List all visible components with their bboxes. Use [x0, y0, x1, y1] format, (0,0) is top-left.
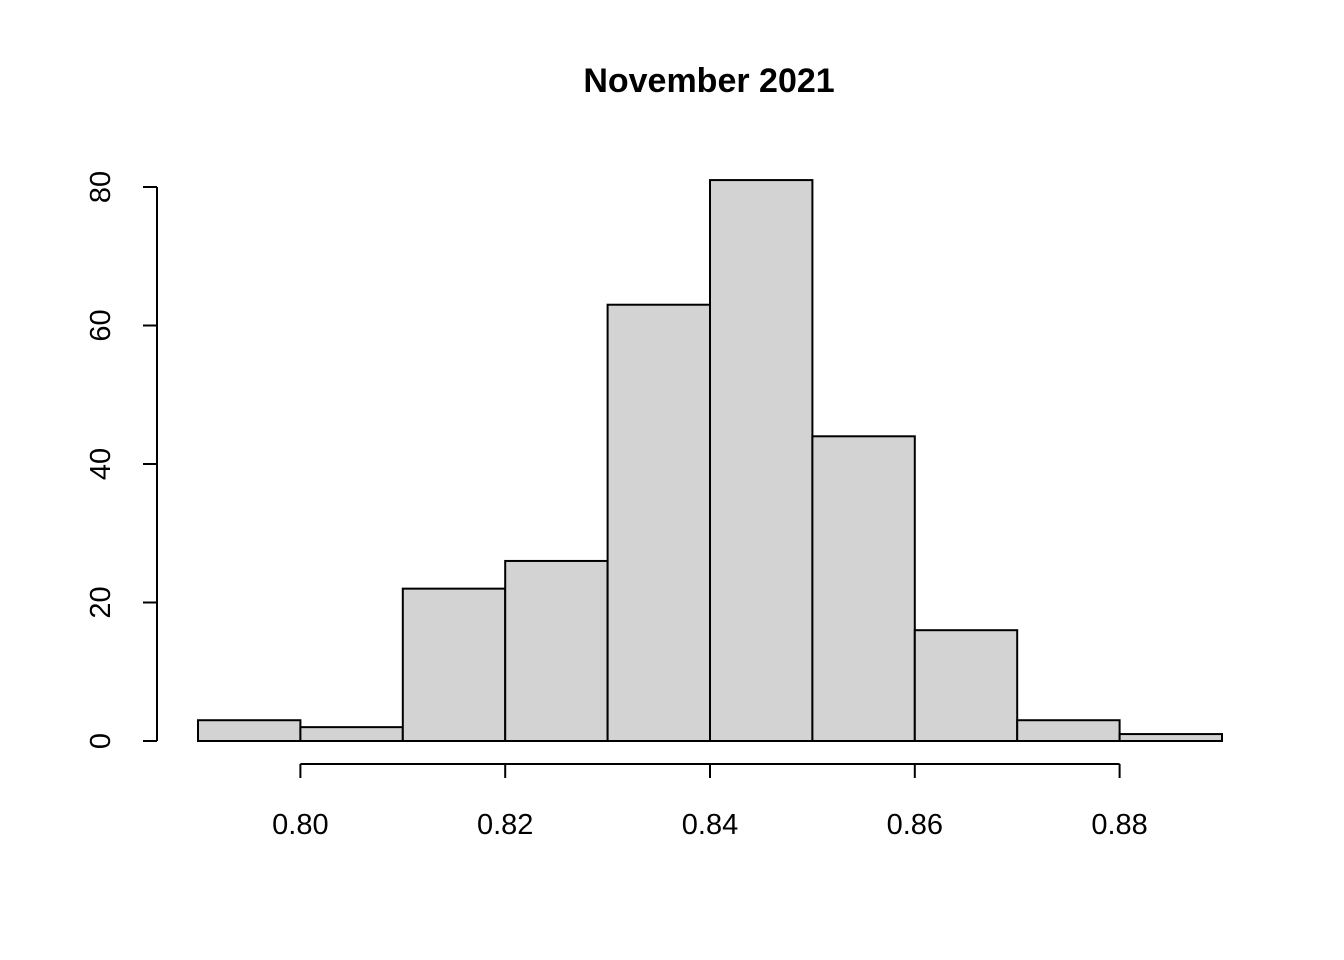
histogram-bar — [811, 435, 916, 742]
histogram-bar — [299, 726, 404, 743]
histogram-bar — [504, 559, 609, 743]
histogram-bar — [1016, 719, 1121, 742]
histogram-bar — [606, 303, 711, 742]
x-tick-label: 0.88 — [1091, 809, 1147, 841]
y-tick-label: 0 — [85, 733, 117, 749]
histogram-bar — [197, 719, 302, 742]
histogram-bar — [913, 629, 1019, 743]
x-axis: 0.80 0.82 0.84 0.86 0.88 — [272, 763, 1148, 841]
y-axis: 0 20 40 60 80 — [85, 171, 158, 749]
y-tick-label: 80 — [85, 171, 117, 203]
histogram-bar — [1118, 733, 1223, 743]
x-tick-label: 0.80 — [272, 809, 328, 841]
y-tick-label: 40 — [85, 448, 117, 480]
histogram-bar — [709, 179, 814, 742]
histogram-bar — [401, 587, 507, 743]
y-tick-label: 20 — [85, 586, 117, 618]
x-tick-label: 0.82 — [477, 809, 533, 841]
bars-group — [197, 179, 1223, 743]
x-tick-label: 0.84 — [682, 809, 738, 841]
y-tick-label: 60 — [85, 309, 117, 341]
chart-title: November 2021 — [583, 62, 834, 100]
x-tick-label: 0.86 — [887, 809, 943, 841]
